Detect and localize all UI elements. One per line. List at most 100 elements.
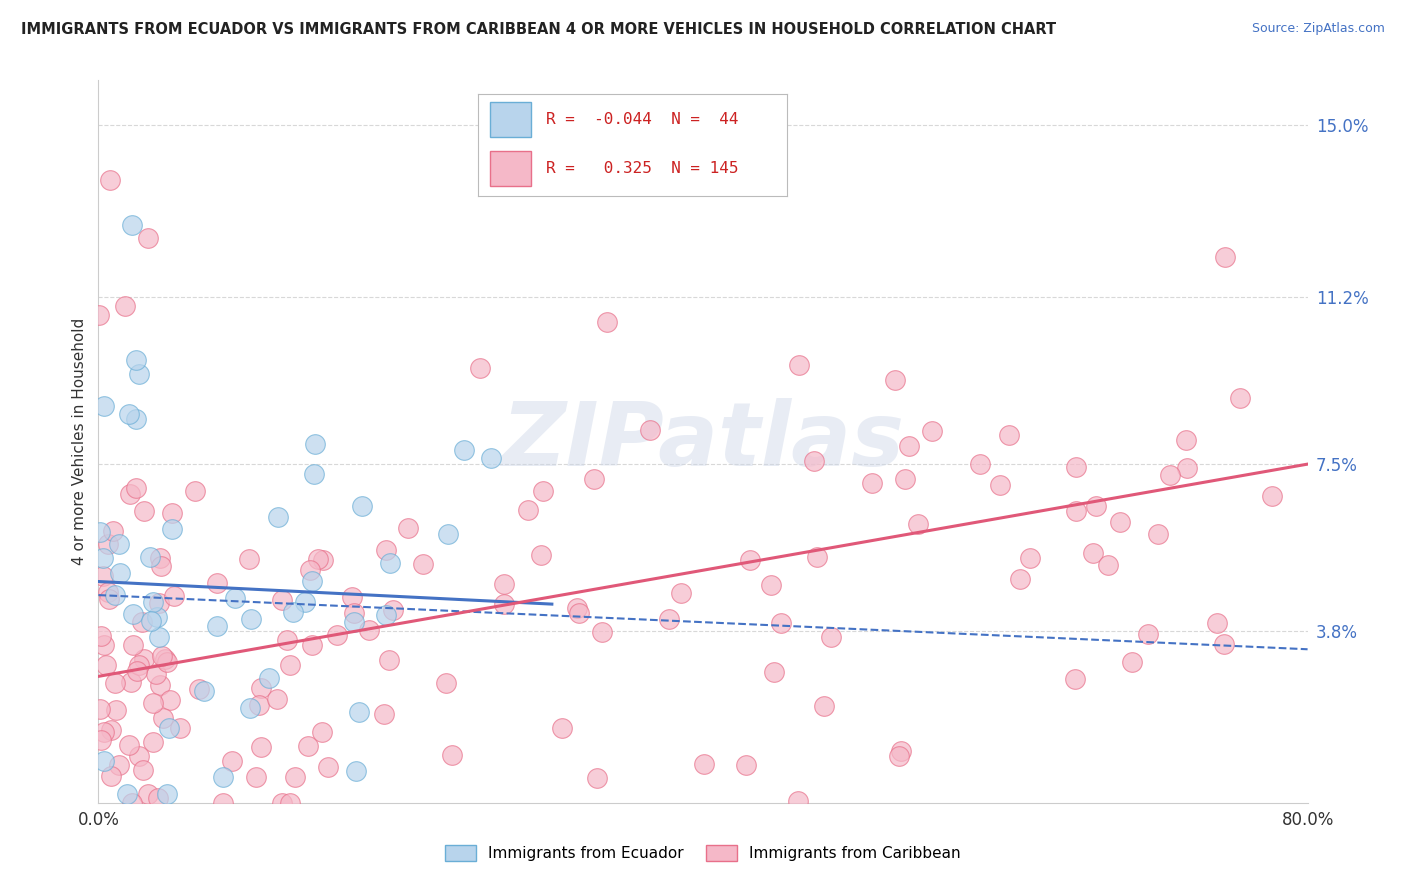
Point [412,557,434,571]
Point [108,758,131,772]
Point [239,700,262,714]
Point [1159,468,1181,483]
Point [492,597,515,611]
Point [184,483,207,498]
Point [787,793,810,807]
Point [97,537,120,551]
Point [91,568,114,582]
Y-axis label: 4 or more Vehicles in Household: 4 or more Vehicles in Household [72,318,87,566]
Point [453,443,475,458]
Point [142,696,165,710]
Point [93,551,115,566]
Point [894,472,917,486]
Point [162,589,184,603]
Point [257,672,280,686]
Point [890,744,912,758]
Point [276,632,298,647]
Point [128,367,150,381]
Point [87,308,110,322]
Point [101,524,124,538]
Point [582,472,605,486]
Point [104,676,127,690]
Point [97,592,120,607]
Point [193,684,215,698]
Point [380,556,402,570]
Point [240,612,263,626]
Point [211,770,233,784]
Point [396,521,419,535]
Point [1175,461,1198,475]
Point [770,616,793,631]
Point [436,675,458,690]
Point [969,458,991,472]
Point [591,624,613,639]
Point [759,578,782,592]
Point [90,732,112,747]
Point [373,707,395,722]
Point [156,655,179,669]
Point [90,629,112,643]
Point [89,702,111,716]
Point [669,586,692,600]
Point [735,758,758,772]
Point [375,607,398,622]
Point [568,606,591,620]
Point [93,400,115,414]
Point [343,615,366,630]
Point [312,553,335,567]
Point [132,651,155,665]
Point [658,612,681,626]
Point [1064,459,1087,474]
Point [97,584,120,599]
Point [93,725,115,739]
Point [998,428,1021,442]
Point [762,665,785,679]
Point [142,595,165,609]
Point [150,558,173,573]
Point [301,574,323,589]
Point [889,748,911,763]
Point [122,638,145,652]
Point [693,757,716,772]
Point [907,516,929,531]
Point [134,504,156,518]
Point [89,524,111,539]
Point [125,481,148,495]
Point [1085,499,1108,513]
Point [114,299,136,313]
Point [316,760,339,774]
Point [381,603,404,617]
Point [125,353,148,368]
Point [146,791,169,805]
Point [108,566,131,580]
Text: ZIPatlas: ZIPatlas [502,398,904,485]
Legend: Immigrants from Ecuador, Immigrants from Caribbean: Immigrants from Ecuador, Immigrants from… [439,839,967,867]
Point [212,796,235,810]
Point [121,218,143,232]
Point [1175,434,1198,448]
Point [479,451,502,466]
Point [301,638,323,652]
Point [221,754,243,768]
Point [153,652,176,666]
Point [278,796,301,810]
Point [304,436,326,450]
Point [738,553,761,567]
Point [93,638,115,652]
Point [136,787,159,801]
Point [270,593,292,607]
Point [136,231,159,245]
Point [162,522,184,536]
Point [440,747,463,762]
Point [121,607,143,621]
Point [374,543,396,558]
Point [340,590,363,604]
Point [149,551,172,566]
Point [359,623,381,637]
Point [565,600,588,615]
Point [787,358,810,372]
Point [1213,638,1236,652]
Point [299,563,322,577]
Point [468,361,491,376]
Point [921,424,943,438]
